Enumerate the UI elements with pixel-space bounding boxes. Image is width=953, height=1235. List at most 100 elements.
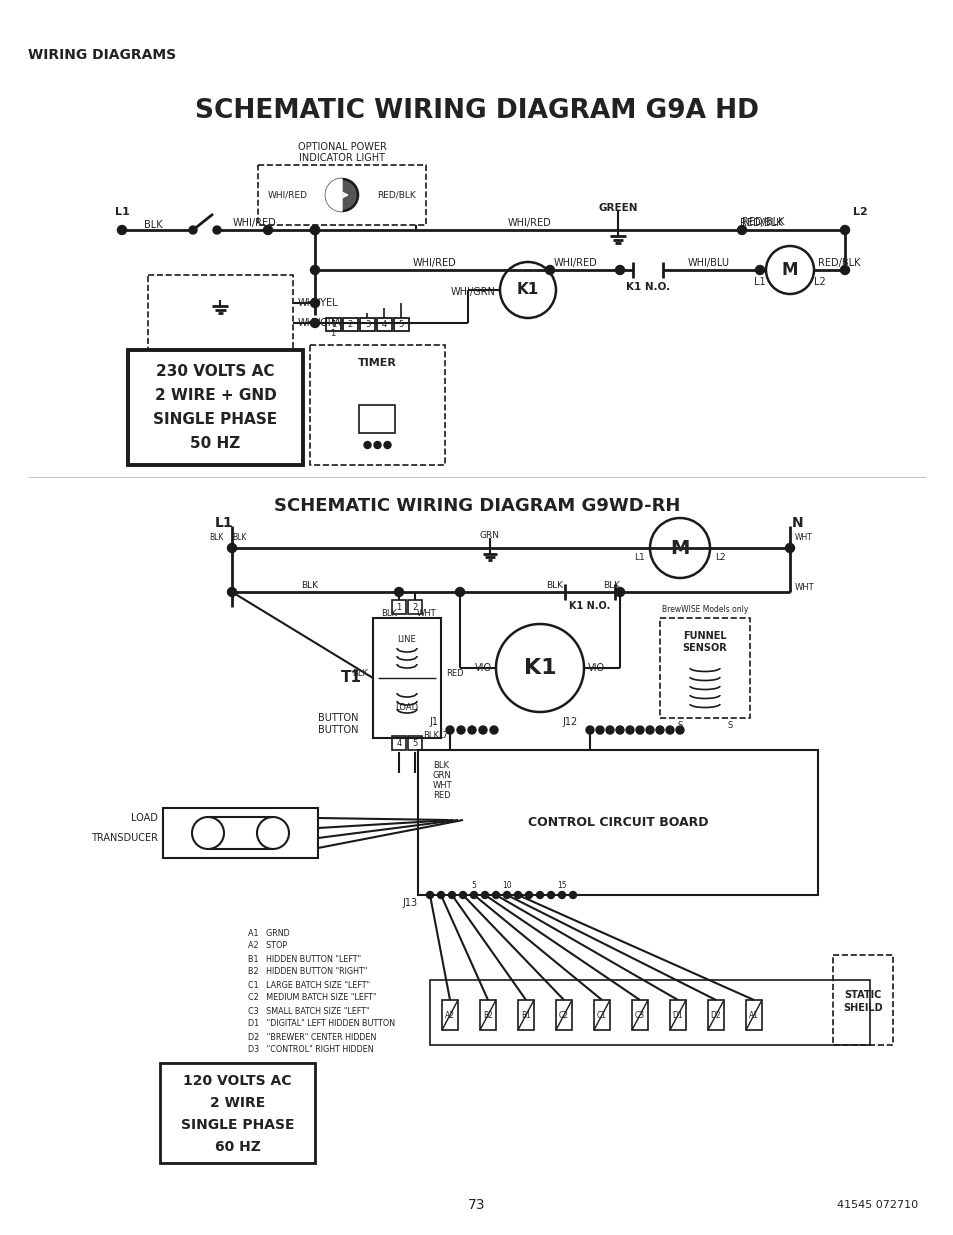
Bar: [832, 955, 892, 1045]
Circle shape: [455, 588, 464, 597]
Circle shape: [676, 726, 683, 734]
Circle shape: [326, 179, 357, 211]
Text: 1: 1: [395, 603, 401, 611]
Text: BLK: BLK: [210, 534, 224, 542]
Circle shape: [227, 588, 236, 597]
Bar: [417, 750, 817, 895]
Bar: [359, 317, 375, 331]
Text: SCHEMATIC WIRING DIAGRAM G9A HD: SCHEMATIC WIRING DIAGRAM G9A HD: [194, 98, 759, 124]
Circle shape: [456, 726, 464, 734]
Text: 5: 5: [412, 739, 417, 747]
Text: C2   MEDIUM BATCH SIZE "LEFT": C2 MEDIUM BATCH SIZE "LEFT": [248, 993, 376, 1003]
Text: BrewWISE Models only: BrewWISE Models only: [661, 605, 747, 615]
Circle shape: [310, 319, 319, 327]
Circle shape: [470, 892, 477, 899]
Text: B2   HIDDEN BUTTON "RIGHT": B2 HIDDEN BUTTON "RIGHT": [248, 967, 367, 977]
Text: RED: RED: [433, 790, 450, 799]
Text: BLK: BLK: [301, 580, 318, 589]
Bar: [430, 981, 869, 1045]
Text: D2   "BREWER" CENTER HIDDEN: D2 "BREWER" CENTER HIDDEN: [248, 1032, 376, 1041]
Text: C1: C1: [597, 1010, 606, 1020]
Bar: [310, 345, 444, 466]
Text: GRN: GRN: [433, 771, 452, 779]
Circle shape: [547, 892, 554, 899]
Circle shape: [481, 892, 488, 899]
Text: INDICATOR LIGHT: INDICATOR LIGHT: [298, 153, 385, 163]
Circle shape: [395, 588, 403, 597]
Text: 15: 15: [557, 881, 566, 889]
Text: SINGLE PHASE: SINGLE PHASE: [153, 412, 277, 427]
Circle shape: [459, 892, 466, 899]
Bar: [128, 350, 303, 466]
Text: TIMER: TIMER: [357, 358, 396, 368]
Circle shape: [446, 726, 454, 734]
Text: B2: B2: [482, 1010, 493, 1020]
Text: WHI/RED: WHI/RED: [508, 219, 551, 228]
Circle shape: [189, 226, 196, 233]
Circle shape: [468, 726, 476, 734]
Text: BLK: BLK: [546, 580, 563, 589]
Circle shape: [840, 266, 848, 274]
Circle shape: [213, 226, 221, 233]
Text: D2: D2: [710, 1010, 720, 1020]
Bar: [707, 1000, 723, 1030]
Text: CONTROL CIRCUIT BOARD: CONTROL CIRCUIT BOARD: [527, 816, 707, 829]
Circle shape: [374, 441, 380, 448]
Text: RED/BLK: RED/BLK: [741, 217, 783, 227]
Bar: [659, 618, 749, 718]
Circle shape: [310, 226, 319, 235]
Bar: [556, 1000, 572, 1030]
Circle shape: [437, 892, 444, 899]
Circle shape: [490, 726, 497, 734]
Text: C1   LARGE BATCH SIZE "LEFT": C1 LARGE BATCH SIZE "LEFT": [248, 981, 370, 989]
Circle shape: [616, 726, 623, 734]
Text: A1: A1: [748, 1010, 759, 1020]
Text: WHT: WHT: [433, 781, 452, 789]
Text: K1: K1: [523, 658, 556, 678]
Text: 2: 2: [412, 603, 417, 611]
Circle shape: [448, 892, 455, 899]
Bar: [669, 1000, 685, 1030]
Bar: [343, 317, 357, 331]
Text: WHI/RED: WHI/RED: [413, 258, 456, 268]
Text: D1   "DIGITAL" LEFT HIDDEN BUTTON: D1 "DIGITAL" LEFT HIDDEN BUTTON: [248, 1020, 395, 1029]
Circle shape: [503, 892, 510, 899]
Circle shape: [636, 726, 643, 734]
Bar: [441, 1000, 457, 1030]
Text: 73: 73: [468, 1198, 485, 1212]
Text: A2: A2: [444, 1010, 455, 1020]
Text: BLK: BLK: [433, 761, 449, 769]
Bar: [594, 1000, 609, 1030]
Text: C3   SMALL BATCH SIZE "LEFT": C3 SMALL BATCH SIZE "LEFT": [248, 1007, 369, 1015]
Text: GREEN: GREEN: [598, 203, 638, 212]
Text: BLK: BLK: [603, 580, 619, 589]
Text: 5: 5: [398, 320, 404, 329]
Text: J13: J13: [402, 898, 417, 908]
Text: K1 N.O.: K1 N.O.: [625, 282, 669, 291]
Text: L2: L2: [813, 277, 825, 287]
Bar: [326, 317, 340, 331]
Bar: [517, 1000, 534, 1030]
Text: 5: 5: [471, 881, 476, 889]
Text: RED/BLK: RED/BLK: [376, 190, 416, 200]
Text: VIO: VIO: [587, 663, 604, 673]
Text: LINE: LINE: [397, 636, 416, 645]
Text: 50 HZ: 50 HZ: [191, 436, 240, 452]
Circle shape: [615, 588, 624, 597]
Circle shape: [426, 892, 433, 899]
Text: WHI/ORA: WHI/ORA: [297, 317, 341, 329]
Text: BLK: BLK: [232, 534, 246, 542]
Text: SHEILD: SHEILD: [842, 1003, 882, 1013]
Circle shape: [585, 726, 594, 734]
Text: 41545 072710: 41545 072710: [836, 1200, 917, 1210]
Text: STATIC: STATIC: [843, 990, 881, 1000]
Text: 1: 1: [330, 330, 335, 338]
Text: BLK: BLK: [422, 730, 438, 740]
Circle shape: [525, 892, 532, 899]
Bar: [408, 600, 421, 614]
Circle shape: [569, 892, 576, 899]
Bar: [257, 165, 426, 225]
Text: WHI/RED: WHI/RED: [268, 190, 308, 200]
Circle shape: [492, 892, 499, 899]
Text: LOAD: LOAD: [131, 813, 158, 823]
